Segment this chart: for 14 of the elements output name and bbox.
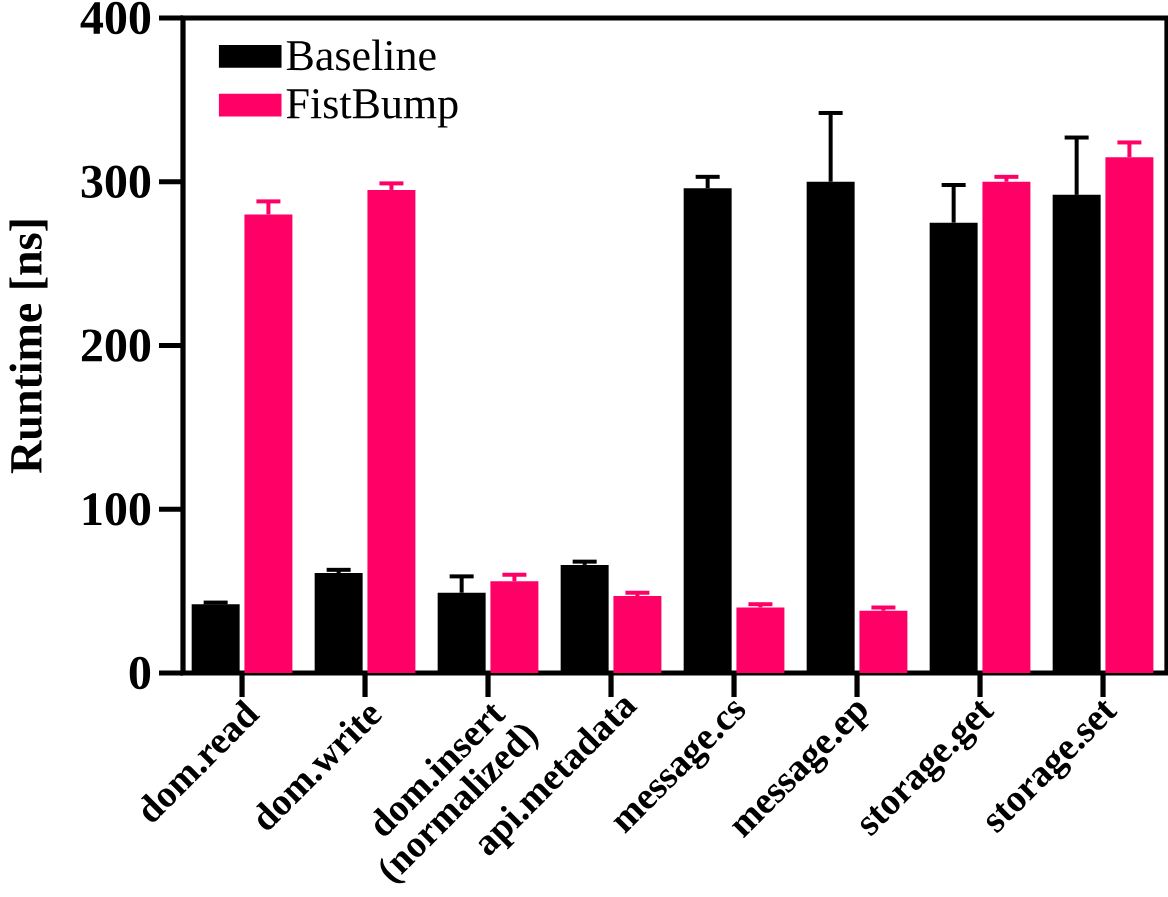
legend-label: FistBump bbox=[286, 89, 458, 128]
y-tick-label: 200 bbox=[81, 329, 151, 362]
y-tick-label: 100 bbox=[83, 493, 151, 526]
y-axis-title: Runtime [ns] bbox=[9, 220, 48, 474]
bar bbox=[367, 189, 416, 673]
y-tick-label: 0 bbox=[129, 656, 151, 690]
bar bbox=[490, 581, 539, 673]
bar bbox=[982, 181, 1031, 673]
y-tick-label: 300 bbox=[81, 165, 151, 198]
y-tick-label: 400 bbox=[80, 1, 151, 35]
legend-label: Baseline bbox=[286, 39, 436, 71]
bar bbox=[859, 610, 908, 673]
bar bbox=[560, 564, 609, 673]
bar bbox=[191, 604, 240, 673]
